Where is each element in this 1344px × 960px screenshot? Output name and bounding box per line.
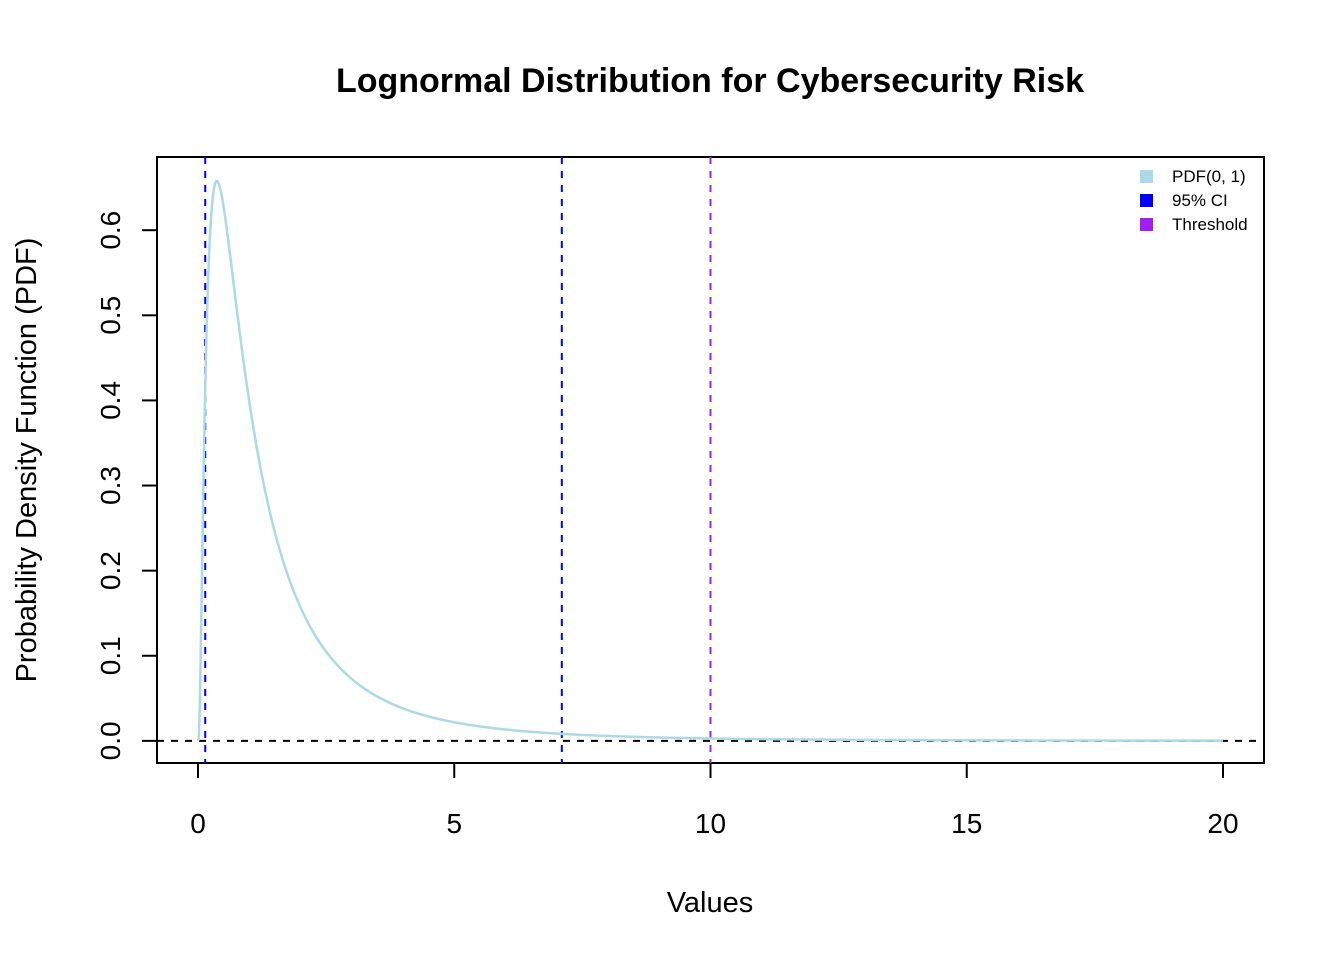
x-axis: 0 5 10 15 20 bbox=[190, 762, 1239, 839]
legend-label: 95% CI bbox=[1172, 191, 1228, 210]
y-tick-label: 0.5 bbox=[95, 296, 126, 335]
x-axis-label: Values bbox=[667, 887, 754, 919]
y-tick-label: 0.1 bbox=[95, 636, 126, 675]
x-tick-label: 20 bbox=[1207, 808, 1238, 839]
y-tick-label: 0.3 bbox=[95, 466, 126, 505]
legend-label: Threshold bbox=[1172, 215, 1248, 234]
legend-swatch bbox=[1140, 194, 1153, 207]
reference-lines bbox=[157, 157, 1264, 763]
series-line bbox=[196, 179, 1223, 742]
x-tick-label: 15 bbox=[951, 808, 982, 839]
series-group bbox=[196, 179, 1223, 742]
y-tick-label: 0.6 bbox=[95, 211, 126, 250]
x-tick-label: 10 bbox=[695, 808, 726, 839]
y-tick-label: 0.2 bbox=[95, 551, 126, 590]
x-tick-label: 0 bbox=[190, 808, 206, 839]
y-axis-label: Probability Density Function (PDF) bbox=[11, 238, 43, 683]
legend-swatch bbox=[1140, 218, 1153, 231]
y-tick-label: 0.0 bbox=[95, 721, 126, 760]
y-axis: 0.0 0.1 0.2 0.3 0.4 0.5 0.6 bbox=[95, 211, 158, 760]
legend-label: PDF(0, 1) bbox=[1172, 167, 1246, 186]
legend: PDF(0, 1) 95% CI Threshold bbox=[1140, 167, 1248, 234]
y-tick-label: 0.4 bbox=[95, 381, 126, 420]
chart-title: Lognormal Distribution for Cybersecurity… bbox=[336, 62, 1084, 100]
legend-swatch bbox=[1140, 170, 1153, 183]
x-tick-label: 5 bbox=[446, 808, 462, 839]
